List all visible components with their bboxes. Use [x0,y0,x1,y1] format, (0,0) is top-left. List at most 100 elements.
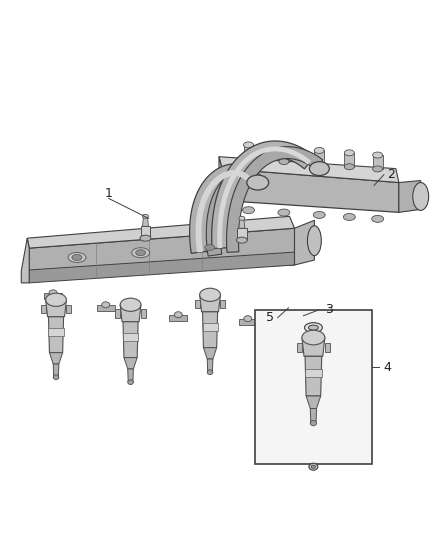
Polygon shape [217,147,311,248]
Polygon shape [220,300,225,308]
Text: 4: 4 [383,361,391,374]
Polygon shape [239,219,245,228]
Polygon shape [128,369,134,382]
Ellipse shape [72,254,82,261]
Ellipse shape [120,298,141,311]
Ellipse shape [244,142,254,148]
Polygon shape [53,364,59,377]
Polygon shape [124,358,137,369]
Polygon shape [310,408,317,423]
Ellipse shape [279,159,289,165]
Ellipse shape [309,161,329,175]
Polygon shape [226,147,323,253]
Ellipse shape [373,166,383,172]
Ellipse shape [314,148,324,154]
Text: 5: 5 [266,311,274,324]
Ellipse shape [243,207,254,214]
Ellipse shape [142,214,148,219]
Polygon shape [97,305,115,311]
Polygon shape [116,310,120,318]
Polygon shape [67,304,71,313]
Ellipse shape [140,235,151,241]
Ellipse shape [413,182,429,211]
Text: 3: 3 [325,303,333,316]
Ellipse shape [372,215,384,222]
Polygon shape [123,333,138,341]
Polygon shape [305,369,322,377]
Polygon shape [219,157,399,182]
Ellipse shape [344,164,354,169]
Polygon shape [202,312,218,348]
Polygon shape [306,396,321,408]
Bar [373,155,383,169]
Ellipse shape [314,161,324,167]
Polygon shape [305,357,322,396]
Ellipse shape [307,226,321,255]
Polygon shape [196,170,250,253]
Ellipse shape [302,330,325,345]
Polygon shape [203,348,217,359]
Ellipse shape [46,293,67,306]
Polygon shape [141,310,146,318]
Ellipse shape [174,312,182,318]
Polygon shape [142,216,148,226]
Polygon shape [49,328,64,336]
Polygon shape [21,238,29,283]
Ellipse shape [244,156,254,162]
Ellipse shape [136,249,145,256]
Polygon shape [206,168,261,256]
Polygon shape [200,295,220,312]
Polygon shape [294,220,314,265]
Polygon shape [202,323,218,330]
Ellipse shape [308,325,318,330]
Polygon shape [49,353,63,364]
Bar [344,153,354,167]
Polygon shape [219,157,222,200]
Polygon shape [29,228,294,275]
Polygon shape [29,252,294,283]
Ellipse shape [278,209,290,216]
Ellipse shape [49,290,57,296]
Polygon shape [170,314,187,321]
Polygon shape [302,337,325,357]
Polygon shape [207,359,213,372]
Polygon shape [120,305,141,322]
Ellipse shape [205,245,215,251]
Ellipse shape [309,463,318,470]
Polygon shape [141,226,150,238]
Bar [314,150,324,164]
Polygon shape [239,319,257,325]
Ellipse shape [247,175,268,190]
Bar [279,148,289,161]
Ellipse shape [132,248,150,257]
Ellipse shape [313,212,325,219]
Ellipse shape [310,421,317,426]
Ellipse shape [53,375,59,379]
Ellipse shape [311,465,315,468]
Ellipse shape [343,214,355,221]
Ellipse shape [279,144,289,151]
Polygon shape [212,141,314,248]
Polygon shape [41,304,46,313]
Polygon shape [399,181,421,212]
Ellipse shape [200,288,220,302]
Polygon shape [325,343,330,352]
Polygon shape [46,300,67,317]
Polygon shape [237,228,247,240]
Ellipse shape [102,302,110,308]
Polygon shape [222,168,399,212]
Ellipse shape [244,316,252,321]
Polygon shape [123,322,138,358]
Ellipse shape [239,216,245,220]
Polygon shape [190,164,254,253]
Ellipse shape [304,322,322,333]
Polygon shape [49,317,64,353]
Ellipse shape [68,253,86,262]
Bar [255,310,372,464]
Ellipse shape [201,243,219,253]
Text: 1: 1 [105,187,113,200]
Ellipse shape [373,152,383,158]
Polygon shape [44,293,62,299]
Ellipse shape [292,312,300,318]
Bar [244,145,254,159]
